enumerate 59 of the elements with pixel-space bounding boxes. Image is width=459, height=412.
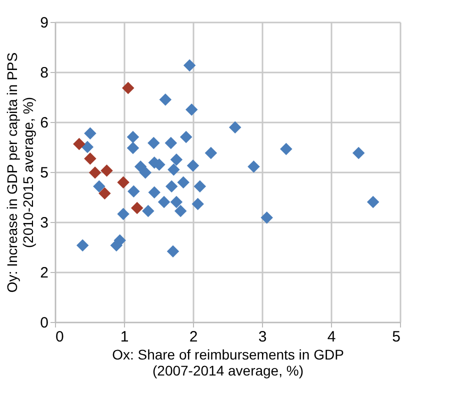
y-axis-title: Oy: Increase in GDP per capita in PPS (2010-2015 average, %) <box>4 52 36 293</box>
point <box>81 140 94 154</box>
x-tick-label: 4 <box>327 328 336 346</box>
point <box>185 104 198 116</box>
y-tick-label: 5 <box>40 164 48 182</box>
point <box>204 146 218 160</box>
y-tick-label: 9 <box>40 14 48 32</box>
point <box>148 186 160 198</box>
point <box>352 146 365 160</box>
point <box>84 152 96 165</box>
y-tick-label: 8 <box>40 64 48 82</box>
point <box>76 239 89 252</box>
point <box>84 127 96 140</box>
point <box>174 204 187 218</box>
point <box>168 164 180 176</box>
point <box>194 180 206 192</box>
point <box>280 142 292 156</box>
point <box>114 234 126 246</box>
point <box>139 166 152 179</box>
x-tick-label: 3 <box>258 328 267 346</box>
y-tick-label: 2 <box>40 264 48 282</box>
point <box>166 245 180 258</box>
y-tick-label: 3 <box>40 214 48 232</box>
y-tick-label: 0 <box>40 314 48 332</box>
x-axis-title: Ox: Share of reimbursements in GDP (2007-2014 average, %) <box>112 346 344 378</box>
point <box>117 176 130 188</box>
point <box>159 94 172 106</box>
x-tick-label: 1 <box>120 328 129 346</box>
point <box>128 185 140 198</box>
point <box>180 130 192 144</box>
point <box>170 154 183 166</box>
x-tick-label: 2 <box>189 328 198 346</box>
point <box>366 196 380 208</box>
point <box>165 180 178 192</box>
point <box>88 166 102 179</box>
x-tick-label: 5 <box>392 328 400 346</box>
point <box>192 198 204 210</box>
point <box>183 59 196 72</box>
point <box>126 130 140 144</box>
point <box>93 180 106 192</box>
point <box>170 196 183 208</box>
point <box>248 160 260 173</box>
point <box>260 212 273 224</box>
point <box>117 208 130 220</box>
y-tick-label: 6 <box>40 114 48 132</box>
point <box>73 138 86 150</box>
point <box>164 136 178 150</box>
point <box>142 204 154 218</box>
point <box>228 121 242 134</box>
point <box>186 160 200 172</box>
point <box>122 82 134 94</box>
point <box>130 202 144 214</box>
point <box>177 176 190 188</box>
point <box>158 196 170 208</box>
point <box>98 187 111 200</box>
point <box>148 136 160 150</box>
point <box>126 142 140 154</box>
x-tick-label: 0 <box>56 328 64 346</box>
point <box>100 164 113 177</box>
